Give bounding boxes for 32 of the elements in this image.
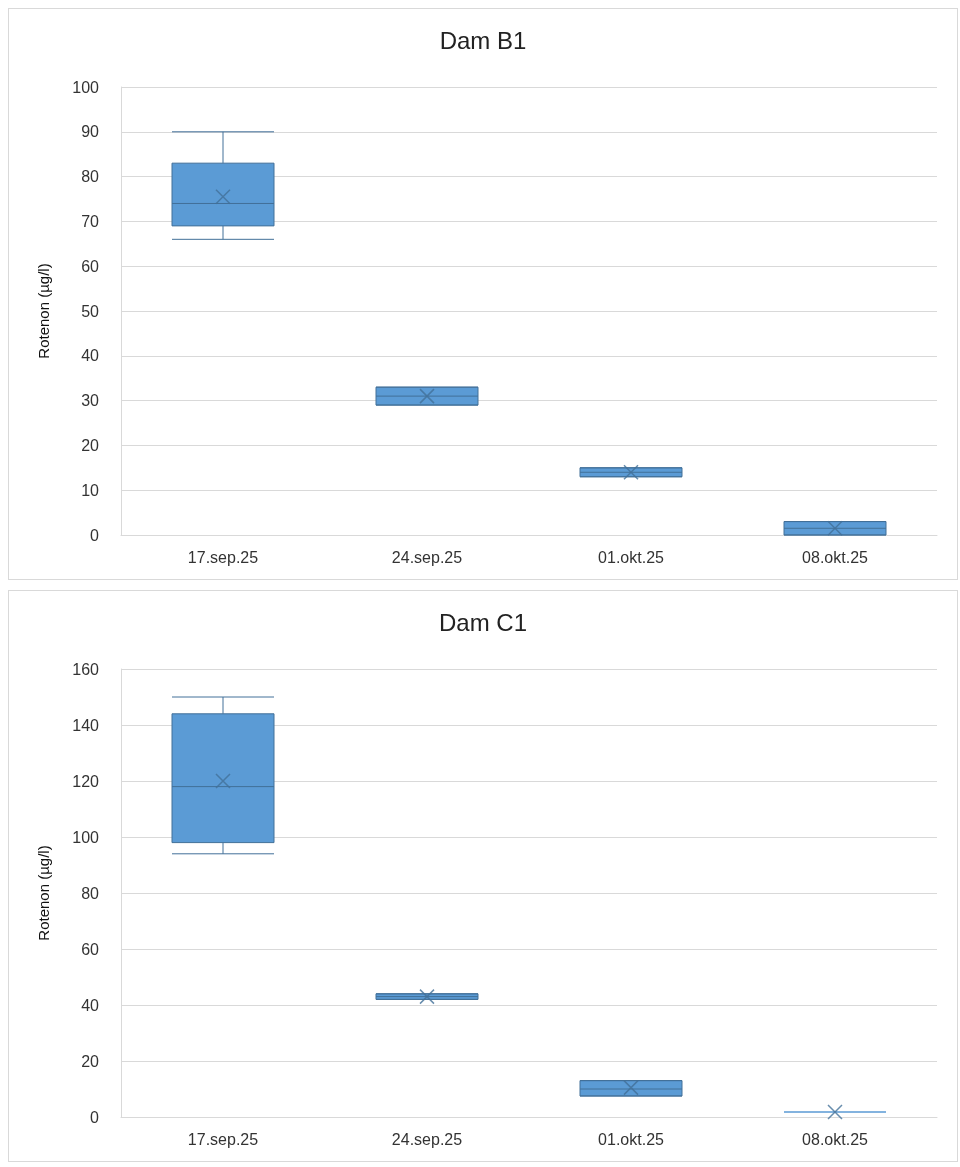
y-tick-label: 80 xyxy=(81,884,100,902)
x-tick-label: 24.sep.25 xyxy=(391,548,463,566)
y-tick-label: 140 xyxy=(72,716,100,734)
y-tick-label: 120 xyxy=(72,772,100,790)
y-tick-label: 60 xyxy=(81,940,100,958)
y-tick-label: 100 xyxy=(72,78,100,96)
chart-title: Dam B1 xyxy=(439,26,527,54)
y-tick-label: 60 xyxy=(81,257,100,275)
x-tick-label: 17.sep.25 xyxy=(187,548,259,566)
y-tick-label: 40 xyxy=(81,347,100,365)
x-tick-label: 17.sep.25 xyxy=(187,1130,259,1148)
y-tick-label: 90 xyxy=(81,123,100,141)
x-tick-label: 01.okt.25 xyxy=(598,548,665,566)
x-tick-label: 08.okt.25 xyxy=(802,1130,869,1148)
y-axis-title: Rotenon (µg/l) xyxy=(35,263,52,359)
y-axis-title: Rotenon (µg/l) xyxy=(35,845,52,941)
x-tick-label: 24.sep.25 xyxy=(391,1130,463,1148)
y-tick-label: 100 xyxy=(72,828,100,846)
y-tick-label: 20 xyxy=(81,1052,100,1070)
x-tick-label: 01.okt.25 xyxy=(598,1130,665,1148)
y-tick-label: 10 xyxy=(81,481,100,499)
y-tick-label: 0 xyxy=(90,526,100,544)
y-tick-label: 30 xyxy=(81,392,100,410)
y-tick-label: 80 xyxy=(81,168,100,186)
y-tick-label: 0 xyxy=(90,1108,100,1126)
y-tick-label: 160 xyxy=(72,660,100,678)
x-tick-label: 08.okt.25 xyxy=(802,548,869,566)
chart-title: Dam C1 xyxy=(438,608,528,636)
y-tick-label: 20 xyxy=(81,436,100,454)
y-tick-label: 50 xyxy=(81,302,100,320)
y-tick-label: 40 xyxy=(81,996,100,1014)
y-tick-label: 70 xyxy=(81,212,100,230)
